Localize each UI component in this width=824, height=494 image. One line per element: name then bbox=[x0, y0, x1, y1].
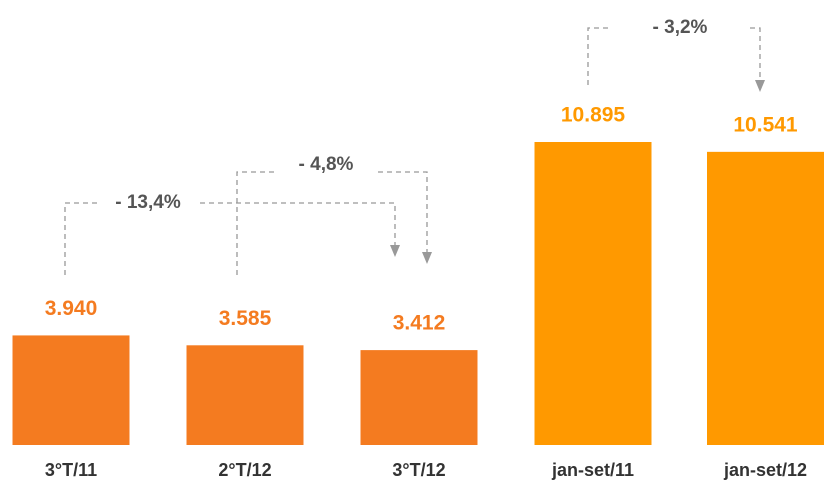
x-tick-label: jan-set/11 bbox=[551, 460, 634, 480]
x-tick-label: 2°T/12 bbox=[218, 460, 271, 480]
arrow bbox=[390, 245, 400, 257]
annotation: - 3,2% bbox=[653, 17, 708, 38]
value-label: 3.585 bbox=[219, 307, 272, 330]
value-label: 10.541 bbox=[733, 113, 798, 136]
value-label: 3.940 bbox=[45, 297, 98, 320]
bar bbox=[707, 151, 824, 445]
x-tick-label: 3°T/11 bbox=[45, 460, 97, 480]
annotation: - 4,8% bbox=[299, 154, 354, 175]
bracket bbox=[236, 171, 428, 275]
annotation: - 13,4% bbox=[115, 192, 181, 213]
arrow bbox=[755, 80, 765, 92]
value-label: 3.412 bbox=[393, 312, 446, 335]
value-label: 10.895 bbox=[561, 104, 626, 127]
bar bbox=[360, 350, 478, 445]
x-tick-label: 3°T/12 bbox=[392, 460, 445, 480]
arrow bbox=[422, 252, 432, 264]
x-tick-label: jan-set/12 bbox=[723, 460, 807, 480]
bracket bbox=[587, 27, 761, 85]
comparison-brackets bbox=[64, 27, 765, 275]
bar bbox=[12, 335, 130, 445]
bar bbox=[186, 345, 304, 445]
bracket bbox=[64, 202, 396, 275]
bar bbox=[534, 142, 652, 445]
